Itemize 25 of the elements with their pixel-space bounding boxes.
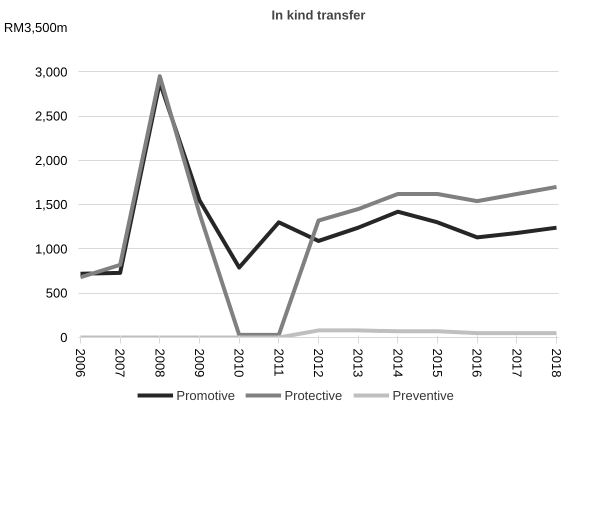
y-tick-label: 3,000: [34, 64, 68, 80]
x-tick-label: 2009: [192, 348, 207, 378]
x-tick-label: 2012: [311, 348, 326, 378]
x-tick-label: 2010: [232, 348, 247, 378]
legend-label: Preventive: [392, 388, 454, 403]
x-tick-label: 2016: [470, 348, 485, 378]
x-tick-label: 2013: [350, 348, 366, 378]
y-tick-label: 2,500: [34, 108, 68, 124]
x-tick-label: 2007: [112, 348, 128, 378]
y-tick-label: 2,000: [34, 152, 68, 168]
y-tick-label: RM3,500m: [4, 20, 68, 35]
y-tick-label: 0: [60, 330, 68, 345]
y-tick-label: 500: [46, 286, 68, 301]
x-tick-label: 2018: [549, 348, 564, 378]
x-tick-label: 2008: [152, 348, 168, 378]
legend-label: Promotive: [176, 388, 235, 403]
chart-title: In kind transfer: [272, 8, 366, 22]
x-tick-label: 2014: [390, 348, 406, 378]
x-tick-label: 2006: [72, 348, 88, 378]
y-tick-label: 1,500: [34, 197, 68, 212]
x-tick-label: 2017: [509, 348, 524, 378]
x-tick-label: 2011: [271, 348, 286, 376]
y-tick-label: 1,000: [34, 241, 68, 256]
x-tick-label: 2015: [430, 348, 446, 378]
legend-label: Protective: [284, 388, 342, 403]
